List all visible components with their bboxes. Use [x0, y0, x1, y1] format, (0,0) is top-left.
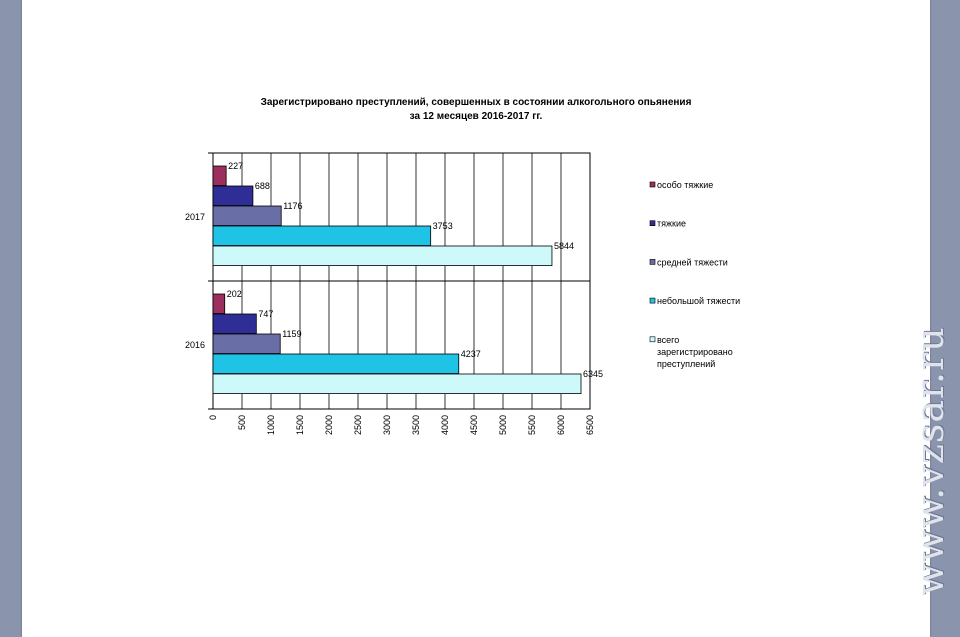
watermark-text: www.vzsar.ru	[908, 326, 952, 596]
x-tick-label: 2000	[324, 415, 334, 435]
legend-swatch	[649, 220, 656, 226]
bar-2017-3	[212, 225, 432, 247]
x-tick-label: 4000	[440, 415, 450, 435]
legend-swatch	[649, 259, 656, 265]
x-tick-label: 3000	[382, 415, 392, 435]
chart-title-block: Зарегистрировано преступлений, совершенн…	[22, 96, 930, 124]
chart-subtitle: за 12 месяцев 2016-2017 гг.	[409, 111, 543, 122]
x-tick-label: 1000	[266, 415, 276, 435]
bar-2017-1	[212, 185, 254, 207]
legend-swatch	[649, 297, 656, 304]
category-label: 2016	[185, 340, 205, 350]
data-label: 1176	[283, 201, 302, 211]
x-tick-label: 1500	[295, 415, 305, 435]
legend-label-line: преступлений	[657, 359, 715, 369]
x-tick-label: 6000	[556, 415, 566, 435]
data-label: 227	[228, 161, 243, 171]
x-tick-label: 500	[237, 415, 247, 430]
legend-swatch	[649, 336, 656, 343]
x-tick-label: 5500	[527, 415, 537, 435]
bar-2017-0	[212, 165, 227, 187]
legend-label: средней тяжести	[657, 257, 728, 267]
legend-label: небольшой тяжести	[657, 296, 740, 306]
bar-2017-4	[212, 245, 553, 267]
data-label: 688	[255, 181, 270, 191]
bar-2016-2	[212, 333, 281, 355]
legend-label-line: всего	[657, 335, 679, 345]
x-tick-label: 4500	[469, 415, 479, 435]
chart-title: Зарегистрировано преступлений, совершенн…	[260, 97, 692, 108]
x-tick-label: 5000	[498, 415, 508, 435]
x-tick-label: 0	[208, 415, 218, 420]
legend-label-line: особо тяжкие	[657, 180, 713, 190]
legend-label: всего зарегистрировано преступлений	[657, 335, 733, 369]
site-watermark: www.vzsar.ru	[908, 296, 952, 626]
bar-2016-1	[212, 313, 257, 335]
legend-label-line: тяжкие	[657, 219, 686, 229]
category-label: 2017	[185, 212, 205, 222]
data-label: 4237	[461, 349, 481, 359]
legend-label: особо тяжкие	[657, 180, 713, 190]
document-page	[22, 0, 930, 637]
data-label: 6345	[583, 369, 603, 379]
legend-label-line: зарегистрировано	[657, 347, 733, 357]
x-tick-label: 2500	[353, 415, 363, 435]
data-label: 5844	[554, 241, 574, 251]
bar-2017-2	[212, 205, 282, 227]
legend-label-line: средней тяжести	[657, 257, 728, 267]
x-tick-label: 3500	[411, 415, 421, 435]
legend-label: тяжкие	[657, 219, 686, 229]
legend-label-line: небольшой тяжести	[657, 296, 740, 306]
data-label: 1159	[282, 329, 301, 339]
legend-swatch	[649, 181, 656, 188]
x-tick-label: 6500	[585, 415, 595, 435]
data-label: 3753	[433, 221, 453, 231]
data-label: 202	[227, 289, 242, 299]
bar-2016-4	[212, 373, 582, 395]
bar-2016-3	[212, 353, 460, 375]
bar-2016-0	[212, 293, 226, 315]
data-label: 747	[258, 309, 273, 319]
